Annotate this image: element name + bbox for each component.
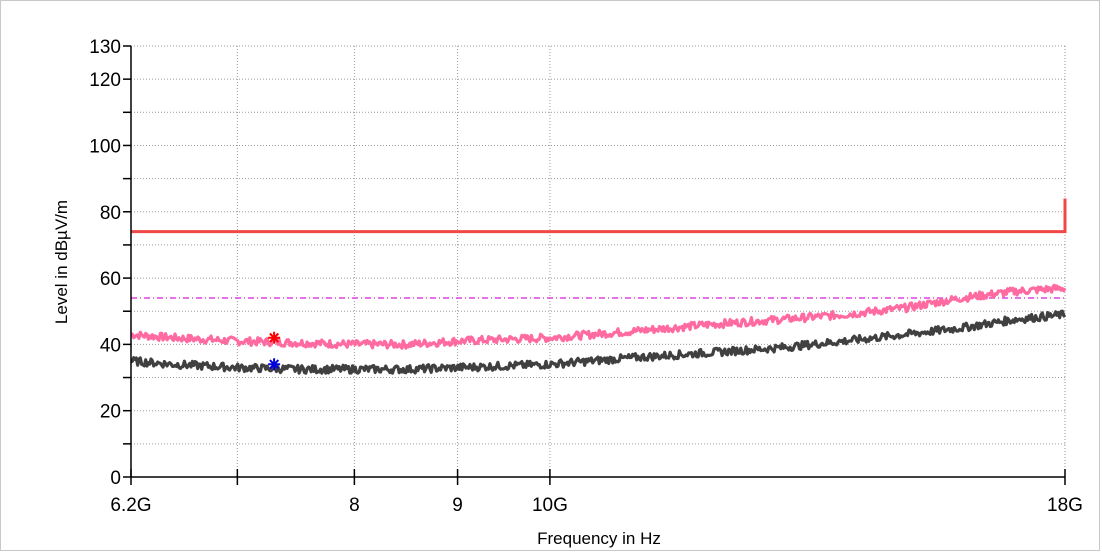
- series-trace: [130, 309, 1067, 375]
- x-tick-label: 18G: [1047, 495, 1083, 516]
- x-tick-label: 10G: [532, 495, 568, 516]
- limit-lines: [131, 198, 1067, 299]
- y-tick-label: 60: [100, 269, 121, 290]
- y-tick-label: 40: [100, 335, 121, 356]
- x-tick-label: 8: [349, 495, 360, 516]
- x-tick-label: 6.2G: [110, 495, 151, 516]
- y-tick-label: 80: [100, 203, 121, 224]
- y-tick-label: 20: [100, 402, 121, 423]
- y-tick-label: 100: [89, 136, 121, 157]
- markers: [268, 331, 281, 371]
- peak-marker: [268, 331, 281, 344]
- peak-marker: [268, 358, 281, 371]
- series-trace: [130, 283, 1067, 350]
- x-axis-label: Frequency in Hz: [537, 529, 661, 548]
- y-axis-label: Level in dBµV/m: [52, 200, 71, 324]
- x-tick-label: 9: [452, 495, 463, 516]
- y-tick-label: 0: [110, 468, 121, 489]
- grid: [131, 45, 1066, 477]
- axes: 0 20 40 60 80 100 120 130 6.2G 8 9 10G 18G: [89, 37, 1083, 516]
- peak-marker-stroke: [269, 332, 280, 343]
- data-series: [130, 283, 1067, 375]
- y-tick-label: 130: [89, 37, 121, 58]
- y-tick-label: 120: [89, 70, 121, 91]
- peak-marker-stroke: [269, 359, 280, 370]
- limit-line: [131, 198, 1067, 234]
